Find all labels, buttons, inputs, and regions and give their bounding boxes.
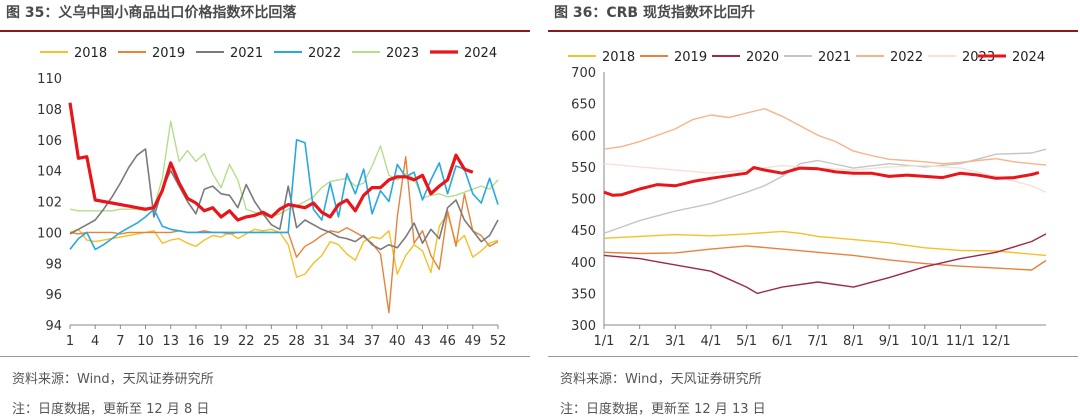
x-tick-label: 7/1 [807,334,828,349]
y-tick-label: 450 [571,224,596,239]
x-tick-label: 12/1 [981,334,1010,349]
x-tick-label: 1 [66,334,74,349]
x-tick-label: 25 [263,334,280,349]
note-text-right: 注：日度数据，更新至 12 月 13 日 [560,402,766,417]
series-line-2023 [603,163,1047,193]
y-tick-label: 600 [571,129,596,144]
legend-label-2019: 2019 [674,50,707,65]
x-tick-label: 40 [389,334,406,349]
y-tick-label: 108 [37,103,62,118]
right-panel: 图 36：CRB 现货指数环比回升 300 350 400 450 500 550 600 6… [548,0,1078,420]
chart-right: 300 350 400 450 500 550 600 650 700 1/1 2/1 3/1 4/1 5… [568,50,1047,349]
series-line-2018 [69,213,499,278]
source-text-left: 资料来源：Wind，天风证券研究所 [12,372,214,387]
y-tick-label: 700 [571,66,596,81]
y-tick-label: 400 [571,256,596,271]
x-tick-label: 4/1 [700,334,721,349]
x-tick-label: 7 [116,334,124,349]
x-tick-label: 22 [238,334,255,349]
legend-label-2024: 2024 [464,46,497,61]
divider-top-left [0,30,530,32]
legend-label-2020: 2020 [746,50,779,65]
y-tick-label: 104 [37,165,62,180]
x-tick-label: 10 [137,334,154,349]
x-tick-label: 2/1 [629,334,650,349]
divider-bottom-right [548,356,1078,357]
series-line-2024 [603,166,1040,197]
divider-bottom-left [0,356,530,357]
x-tick-label: 43 [414,334,431,349]
legend-label-2022: 2022 [890,50,923,65]
note-text-left: 注：日度数据，更新至 12 月 8 日 [12,402,210,417]
source-text-right: 资料来源：Wind，天风证券研究所 [560,372,762,387]
y-tick-label: 550 [571,161,596,176]
y-tick-label: 106 [37,134,62,149]
legend-label-2022: 2022 [308,46,341,61]
x-tick-label: 34 [339,334,356,349]
legend-label-2021: 2021 [230,46,263,61]
x-tick-label: 19 [213,334,230,349]
legend-label-2021: 2021 [818,50,851,65]
x-tick-label: 46 [439,334,456,349]
series-line-2020 [603,233,1047,295]
x-tick-label: 16 [188,334,205,349]
y-tick-label: 110 [37,72,62,87]
divider-top-right [548,30,1078,32]
x-tick-label: 31 [313,334,330,349]
chart-title-left: 图 35：义乌中国小商品出口价格指数环比回落 [6,5,297,21]
chart-left: 94 96 98 100 102 104 106 108 110 1 4 7 10 13 16 19 22 25 2… [37,46,507,349]
y-tick-label: 350 [571,287,596,302]
x-tick-label: 3/1 [665,334,686,349]
legend-label-2023: 2023 [386,46,419,61]
y-tick-label: 102 [37,196,62,211]
series-line-2024 [68,102,474,222]
y-tick-label: 94 [45,319,62,334]
series-line-2019 [603,245,1047,271]
chart-title-right: 图 36：CRB 现货指数环比回升 [554,5,755,21]
y-tick-label: 650 [571,98,596,113]
x-tick-label: 6/1 [772,334,793,349]
legend-label-2018: 2018 [74,46,107,61]
left-panel: 图 35：义乌中国小商品出口价格指数环比回落 94 96 98 100 102 104 10… [0,0,530,420]
x-tick-label: 10/1 [910,334,939,349]
x-tick-label: 8/1 [843,334,864,349]
x-tick-label: 49 [465,334,482,349]
series-line-2021 [603,148,1047,234]
y-tick-label: 500 [571,193,596,208]
x-tick-label: 9/1 [879,334,900,349]
y-tick-label: 100 [37,226,62,241]
y-tick-label: 96 [45,288,62,303]
series-line-2022 [603,107,1047,166]
series-line-2022 [69,139,499,251]
x-tick-label: 52 [490,334,507,349]
series-line-2018 [603,230,1047,257]
y-tick-label: 98 [45,257,62,272]
series-line-2023 [69,120,499,218]
x-tick-label: 13 [162,334,179,349]
x-tick-label: 37 [364,334,381,349]
x-tick-label: 4 [91,334,99,349]
x-tick-label: 28 [288,334,305,349]
y-tick-label: 300 [571,319,596,334]
x-tick-label: 11/1 [946,334,975,349]
legend-label-2024: 2024 [1012,50,1045,65]
x-tick-label: 5/1 [736,334,757,349]
legend-label-2018: 2018 [602,50,635,65]
legend-label-2019: 2019 [152,46,185,61]
x-tick-label: 1/1 [594,334,615,349]
